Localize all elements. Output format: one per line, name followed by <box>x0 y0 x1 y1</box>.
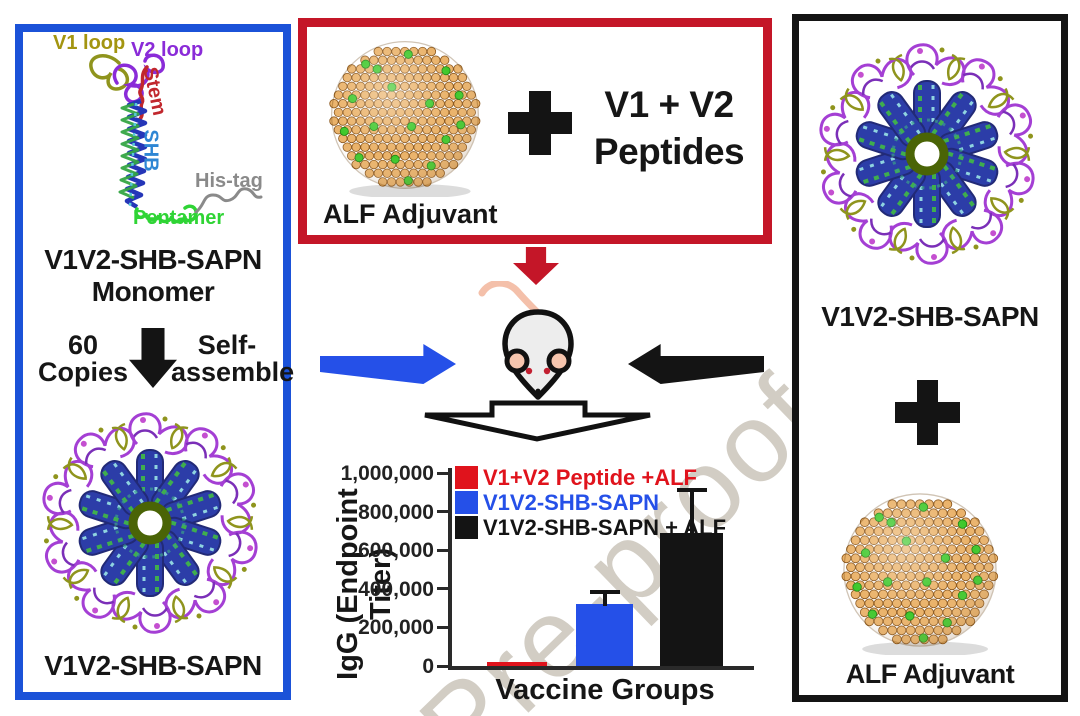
self-assemble-line2: assemble <box>171 357 295 387</box>
his-tag-label: His-tag <box>195 170 263 192</box>
pentamer-label: Pentamer <box>133 207 225 229</box>
error-bar-cap <box>676 488 707 493</box>
v1-loop-label: V1 loop <box>53 32 126 54</box>
self-assemble-label: Self- assemble <box>171 330 295 387</box>
y-tick <box>437 664 449 668</box>
v1-v2-peptides-label: V1 + V2 Peptides <box>579 81 759 175</box>
shb-label: SHB <box>139 129 162 172</box>
chart-bar-3 <box>660 532 723 666</box>
mouse-icon <box>478 281 574 400</box>
error-bar-cap <box>589 589 620 594</box>
y-tick-label: 600,000 <box>358 539 434 563</box>
peptides-line1: V1 + V2 <box>604 84 734 125</box>
peptides-line2: Peptides <box>593 131 745 172</box>
legend-label: V1V2-SHB-SAPN + ALF <box>483 515 727 540</box>
legend-label: V1+V2 Peptide +ALF <box>483 465 697 490</box>
y-tick-label: 400,000 <box>358 577 434 601</box>
error-bar-line <box>602 589 607 607</box>
legend-swatch <box>455 491 478 514</box>
legend-label: V1V2-SHB-SAPN <box>483 490 660 515</box>
right-panel-sapn-plus-alf: V1V2-SHB-SAPN ALF Adjuvant <box>792 14 1068 702</box>
y-tick-label: 0 <box>422 655 434 678</box>
monomer-ribbon-image <box>89 53 263 224</box>
v2-loop-label: V2 loop <box>131 39 204 61</box>
legend-swatch <box>455 466 478 489</box>
igg-endpoint-titer-chart: IgG (Endpoint Titer) 0 200,000 400,000 600,… <box>330 448 800 716</box>
chart-bar-2 <box>576 604 633 666</box>
left-sapn-label: V1V2-SHB-SAPN <box>44 650 262 681</box>
y-tick <box>437 587 449 591</box>
blue-injection-arrow-icon <box>320 344 456 384</box>
sixty-copies-line1: 60 <box>67 330 99 360</box>
y-tick-label: 200,000 <box>358 616 434 640</box>
legend-swatch <box>455 516 478 539</box>
y-tick-label: 1,000,000 <box>340 462 434 485</box>
y-tick <box>437 471 449 475</box>
y-axis-line <box>448 468 452 668</box>
chart-bar-1 <box>487 662 547 666</box>
y-tick <box>437 625 449 629</box>
alf-liposome-image <box>329 40 481 197</box>
sapn-nanoparticle-image <box>42 412 258 634</box>
left-panel-monomer-assembly: V1 loop V2 loop Stem SHB His-tag Pentame… <box>15 24 295 700</box>
y-tick <box>437 548 449 552</box>
sapn-nanoparticle-image <box>819 43 1035 265</box>
x-axis-line <box>448 666 754 670</box>
monomer-title-line1: V1V2-SHB-SAPN <box>44 244 262 275</box>
x-axis-label: Vaccine Groups <box>495 674 715 706</box>
funnel-arrow-icon <box>424 400 651 442</box>
red-injection-arrow-icon <box>513 247 559 285</box>
sixty-copies-line2: Copies <box>37 357 129 387</box>
alf-adjuvant-label-top: ALF Adjuvant <box>323 199 498 229</box>
monomer-title-line2: Monomer <box>91 276 215 307</box>
self-assemble-line1: Self- <box>197 330 257 360</box>
right-sapn-label: V1V2-SHB-SAPN <box>821 301 1039 332</box>
sixty-copies-label: 60 Copies <box>27 332 139 386</box>
y-tick-label: 800,000 <box>358 500 434 524</box>
alf-adjuvant-label-right: ALF Adjuvant <box>845 659 1015 689</box>
alf-liposome-image <box>841 493 999 655</box>
y-tick <box>437 510 449 514</box>
top-panel-peptide-adjuvant: ALF Adjuvant V1 + V2 Peptides <box>298 18 772 244</box>
error-bar-line <box>689 488 694 535</box>
